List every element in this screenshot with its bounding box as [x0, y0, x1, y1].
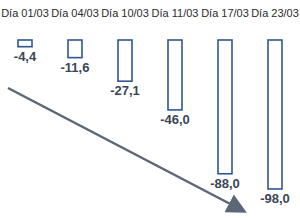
bar [118, 40, 132, 81]
data-label: -46,0 [160, 112, 190, 127]
bar [168, 40, 182, 110]
data-label: -4,4 [14, 49, 37, 64]
chart-svg: Día 01/03Día 04/03Día 10/03Día 11/03Día … [0, 0, 300, 218]
category-label: Día 23/03 [251, 7, 299, 19]
data-label: -98,0 [260, 191, 290, 206]
data-label: -88,0 [210, 176, 240, 191]
bars [18, 40, 282, 189]
bar [268, 40, 282, 189]
bar [68, 40, 82, 58]
category-label: Día 11/03 [152, 7, 199, 19]
data-label: -11,6 [61, 60, 90, 75]
data-label: -27,1 [110, 83, 140, 98]
category-label: Día 01/03 [1, 7, 49, 19]
category-label: Día 10/03 [101, 7, 149, 19]
bar [218, 40, 232, 174]
bar [18, 40, 32, 47]
category-label: Día 17/03 [201, 7, 249, 19]
chart-container: Día 01/03Día 04/03Día 10/03Día 11/03Día … [0, 0, 300, 218]
trend-arrow [8, 88, 238, 208]
category-label: Día 04/03 [51, 7, 99, 19]
